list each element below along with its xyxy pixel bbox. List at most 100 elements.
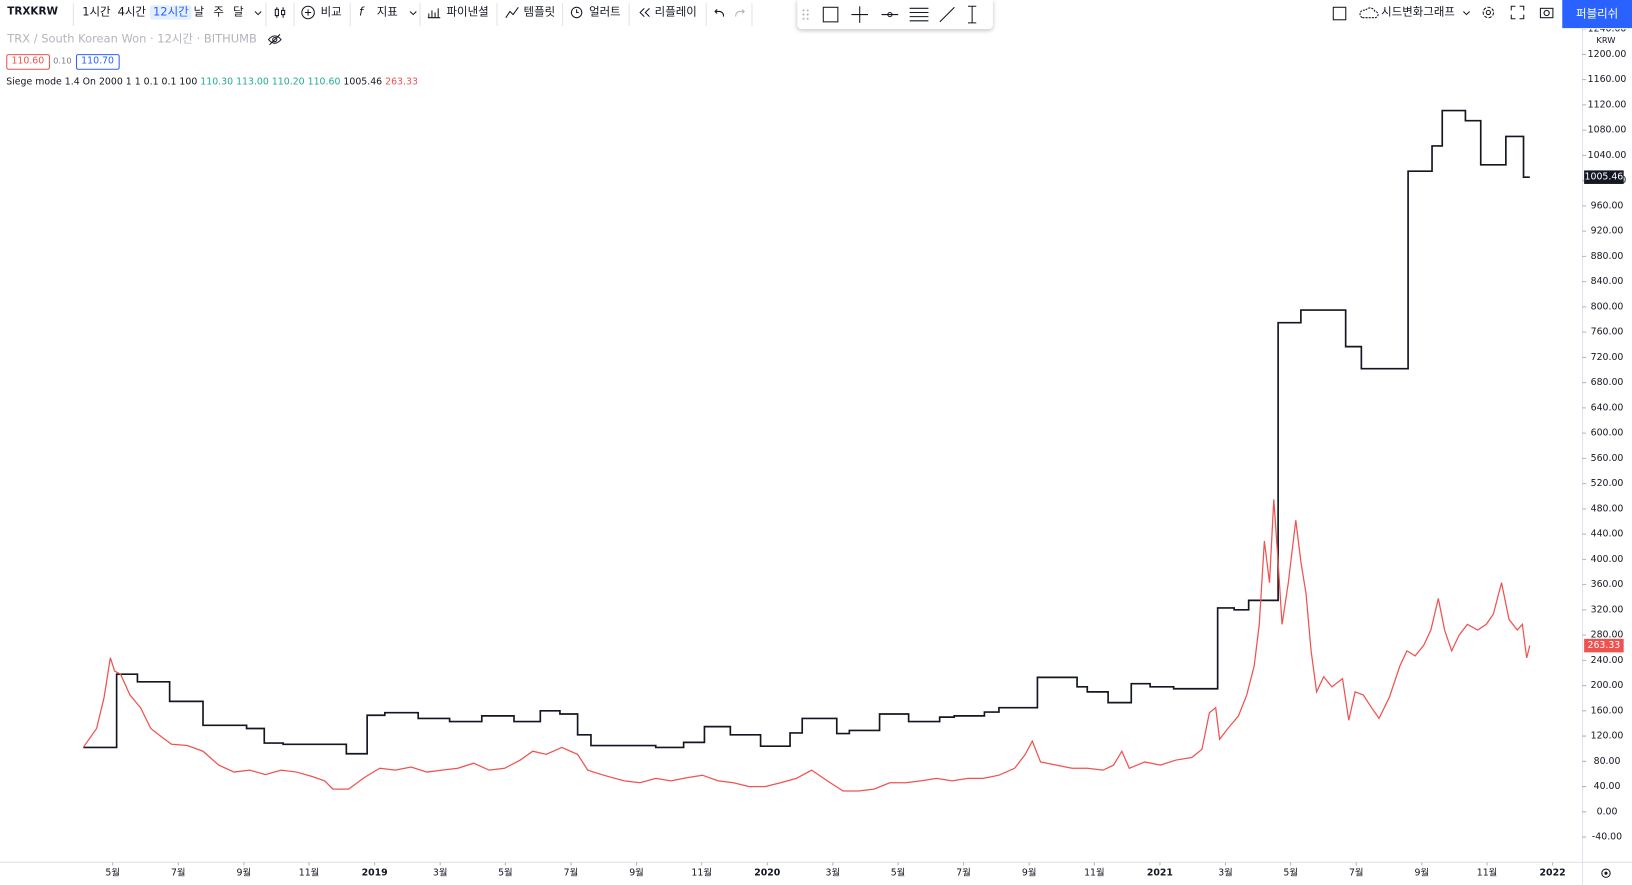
replay-button[interactable]: 리플레이 (654, 5, 697, 19)
x-tick-label: 11월 (1477, 867, 1498, 879)
y-tick-label: 40.00 (1594, 781, 1621, 792)
compare-button[interactable]: 비교 (320, 5, 342, 19)
x-tick-label: 5월 (891, 867, 906, 879)
interval-button[interactable]: 1시간 (82, 5, 111, 19)
settings-button[interactable] (1481, 5, 1496, 20)
y-tick-label: 440.00 (1591, 529, 1624, 540)
y-tick-label: 720.00 (1591, 352, 1624, 363)
x-tick-label: 5월 (105, 867, 120, 879)
undo-button[interactable] (712, 5, 727, 20)
financials-icon[interactable] (427, 5, 442, 20)
compare-icon[interactable] (301, 5, 316, 20)
separator (496, 3, 498, 27)
series-line (82, 499, 1531, 792)
ohlc-value: 110.20 (271, 77, 305, 88)
cloud-icon[interactable] (1358, 5, 1379, 20)
x-tick-label: 2019 (362, 868, 388, 879)
interval-button[interactable]: 달 (233, 5, 244, 19)
y-tick-label: 1040.00 (1588, 150, 1627, 161)
x-tick-label: 2022 (1540, 868, 1566, 879)
interval-dropdown[interactable] (251, 5, 266, 20)
y-tick-label: 320.00 (1591, 604, 1624, 615)
y-tick-label: -40.00 (1592, 832, 1622, 843)
y-tick-label: 1160.00 (1588, 74, 1627, 85)
layout-dropdown[interactable] (1459, 5, 1474, 20)
alert-button[interactable]: 얼러트 (589, 5, 621, 19)
interval-button[interactable]: 날 (193, 5, 205, 19)
indicator-name: Siege mode 1.4 (6, 77, 80, 88)
layout-name[interactable]: 시드변화그래프 (1381, 5, 1455, 19)
x-tick-label: 9월 (237, 867, 252, 879)
y-tick-label: 280.00 (1591, 630, 1624, 641)
settings-icon[interactable] (1601, 868, 1611, 878)
y-tick-label: 680.00 (1591, 377, 1624, 388)
y-tick-label: 200.00 (1591, 680, 1624, 691)
tool-button[interactable] (967, 5, 977, 24)
indicators-button[interactable]: 지표 (376, 5, 398, 19)
x-tick-label: 9월 (1022, 867, 1037, 879)
tool-button[interactable] (909, 7, 929, 22)
y-tick-label: 520.00 (1591, 478, 1624, 489)
drawing-toolbar (797, 0, 993, 30)
last-value-label: 263.33 (1588, 640, 1621, 651)
indicators-dropdown[interactable] (406, 5, 421, 20)
tool-button[interactable] (822, 6, 839, 23)
visibility-toggle[interactable] (267, 32, 282, 47)
y-tick-label: 1080.00 (1588, 125, 1627, 136)
indicator-value: 1005.46 (343, 77, 383, 88)
x-tick-label: 7월 (956, 867, 971, 879)
x-tick-label: 2020 (754, 868, 781, 879)
alert-icon[interactable] (569, 5, 584, 20)
templates-button[interactable]: 템플릿 (523, 5, 556, 19)
sell-price[interactable]: 110.60 (6, 54, 50, 70)
redo-button[interactable] (733, 5, 748, 20)
chart-type-button[interactable] (273, 5, 288, 20)
publish-button[interactable]: 퍼블리쉬 (1562, 0, 1632, 29)
y-tick-label: 1200.00 (1588, 49, 1627, 60)
spread: 0.10 (53, 56, 72, 66)
interval-button[interactable]: 12시간 (149, 5, 192, 20)
x-tick-label: 7월 (564, 867, 579, 879)
y-tick-label: 480.00 (1591, 503, 1624, 514)
x-tick-label: 5월 (498, 867, 513, 879)
separator (751, 3, 753, 27)
snapshot-button[interactable] (1539, 5, 1554, 20)
x-tick-label: 2021 (1147, 868, 1173, 879)
y-tick-label: 560.00 (1591, 453, 1624, 464)
symbol-search[interactable]: TRXKRW (7, 6, 58, 18)
financials-button[interactable]: 파이낸셜 (446, 5, 489, 19)
separator (705, 3, 707, 27)
x-tick-label: 7월 (1349, 867, 1364, 879)
fullscreen-button[interactable] (1510, 5, 1525, 20)
y-tick-label: 400.00 (1591, 554, 1624, 565)
indicator-icon[interactable]: f (359, 5, 364, 19)
buy-price[interactable]: 110.70 (75, 54, 120, 70)
indicator-legend: Siege mode 1.4 On 2000 1 1 0.1 0.1 100 1… (6, 75, 418, 90)
last-value-label: 1005.46 (1585, 172, 1624, 183)
y-tick-label: 760.00 (1591, 327, 1624, 338)
separator (562, 3, 564, 27)
separator (293, 3, 295, 27)
separator (349, 3, 351, 27)
x-tick-label: 11월 (1084, 867, 1105, 879)
y-tick-label: 920.00 (1591, 226, 1624, 237)
checkbox[interactable] (1332, 6, 1347, 21)
tool-button[interactable] (851, 6, 869, 23)
x-tick-label: 11월 (691, 867, 712, 879)
indicator-params: On 2000 1 1 0.1 0.1 100 (82, 77, 198, 88)
x-tick-label: 3월 (433, 867, 448, 879)
last-value-badge (1584, 170, 1624, 184)
interval-button[interactable]: 4시간 (117, 5, 146, 19)
y-tick-label: 960.00 (1591, 200, 1624, 211)
ohlc-value: 113.00 (236, 77, 269, 88)
tool-button[interactable] (939, 6, 955, 23)
y-tick-label: 840.00 (1591, 276, 1624, 287)
separator (419, 3, 421, 27)
interval-button[interactable]: 주 (213, 5, 224, 19)
templates-icon[interactable] (505, 5, 520, 20)
replay-icon[interactable] (637, 5, 652, 20)
y-tick-label: 640.00 (1591, 402, 1624, 413)
separator (265, 3, 267, 27)
y-tick-label: 600.00 (1591, 428, 1624, 439)
